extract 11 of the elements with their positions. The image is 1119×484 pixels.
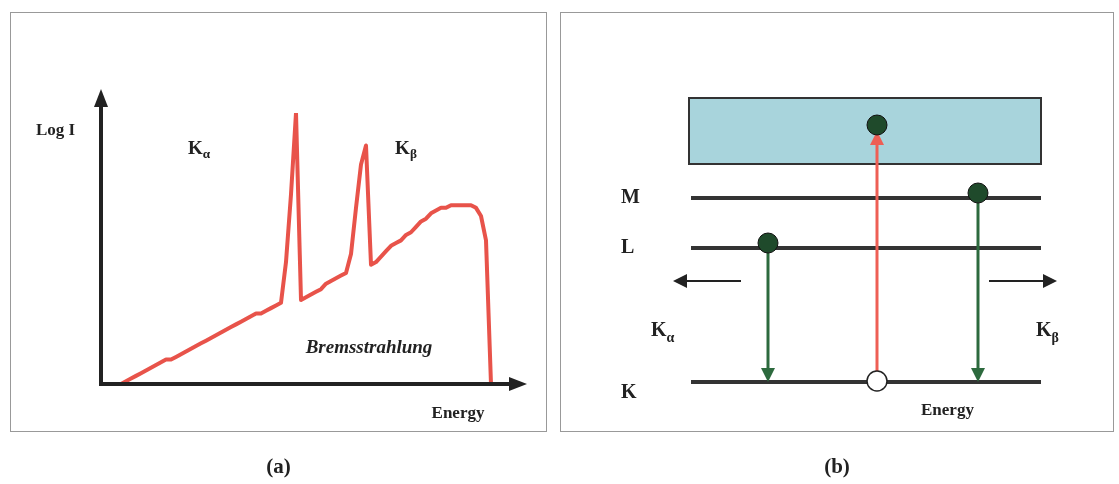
text: (b) <box>823 454 851 479</box>
text: M <box>621 184 640 207</box>
text: K$_{β}$ <box>1036 317 1059 345</box>
text: L <box>621 234 635 257</box>
annotation: Bremsstrahlung <box>304 335 433 357</box>
text: (a) <box>265 454 292 479</box>
text: K <box>621 379 637 402</box>
x-axis-title: Energy <box>431 403 485 423</box>
y-axis-title: Log I <box>36 120 76 140</box>
text: Energy <box>921 399 975 419</box>
text: K$_{α}$ <box>651 317 675 345</box>
